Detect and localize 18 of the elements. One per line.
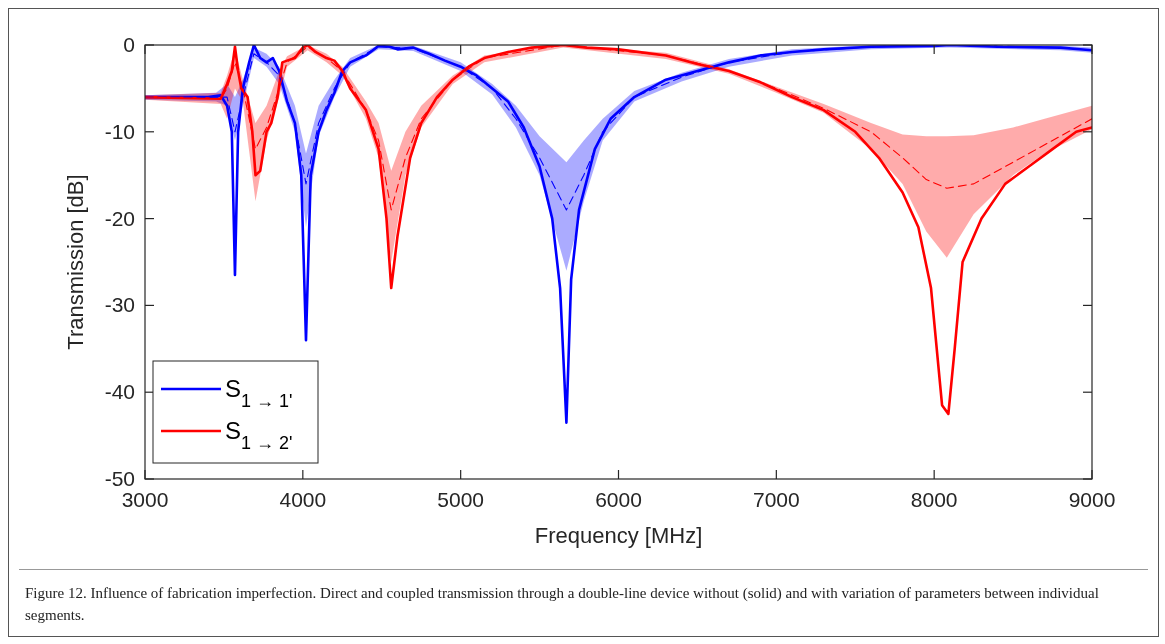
x-tick-label: 5000 — [437, 488, 485, 511]
x-tick-label: 9000 — [1068, 488, 1116, 511]
x-tick-label: 3000 — [121, 488, 169, 511]
x-tick-label: 4000 — [279, 488, 327, 511]
y-tick-label: 0 — [123, 33, 135, 56]
x-tick-label: 7000 — [752, 488, 800, 511]
x-tick-label: 8000 — [910, 488, 958, 511]
y-axis-title: Transmission [dB] — [63, 174, 88, 350]
legend-label: S$_{1 → 2'}$ — [225, 417, 293, 453]
y-tick-label: -20 — [104, 206, 135, 230]
x-tick-label: 6000 — [595, 488, 642, 511]
y-tick-label: -50 — [104, 467, 135, 490]
y-tick-label: -40 — [104, 380, 135, 404]
x-axis-title: Frequency [MHz] — [534, 523, 703, 548]
caption: Figure 12. Influence of fabrication imperfection. Direct and coupled transmission through a double-line device without (solid) and with variation of parameters between individual segments. — [19, 569, 1148, 636]
legend-label: S$_{1 → 1'}$ — [225, 375, 293, 411]
y-tick-label: -10 — [104, 119, 135, 143]
y-tick-label: -30 — [104, 293, 135, 317]
